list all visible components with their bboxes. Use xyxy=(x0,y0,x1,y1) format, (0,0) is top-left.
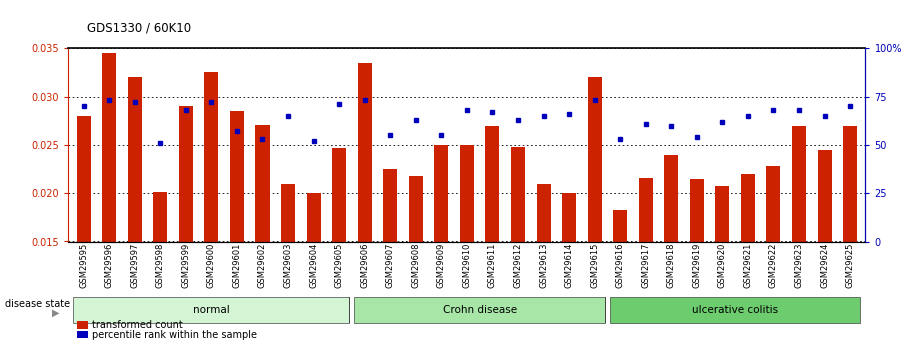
Text: transformed count: transformed count xyxy=(92,320,183,330)
Bar xyxy=(179,106,193,242)
Bar xyxy=(358,63,372,242)
Bar xyxy=(639,178,653,242)
Text: ulcerative colitis: ulcerative colitis xyxy=(692,305,778,315)
Bar xyxy=(333,148,346,242)
Bar xyxy=(102,53,117,241)
Bar xyxy=(664,155,679,242)
Bar xyxy=(562,193,576,242)
Bar xyxy=(153,192,168,242)
Bar xyxy=(74,297,349,323)
Bar xyxy=(613,210,627,241)
Text: normal: normal xyxy=(193,305,230,315)
Bar xyxy=(715,186,730,242)
Bar xyxy=(307,193,321,242)
Bar xyxy=(354,297,605,323)
Text: percentile rank within the sample: percentile rank within the sample xyxy=(92,330,257,339)
Bar xyxy=(766,166,781,242)
Text: Crohn disease: Crohn disease xyxy=(443,305,517,315)
Bar xyxy=(409,176,423,242)
Text: disease state: disease state xyxy=(5,299,69,309)
Text: GDS1330 / 60K10: GDS1330 / 60K10 xyxy=(87,21,190,34)
Bar xyxy=(741,174,755,242)
Bar xyxy=(486,126,499,242)
Bar xyxy=(255,125,270,242)
Bar xyxy=(128,77,142,242)
Bar xyxy=(817,150,832,241)
Bar xyxy=(460,145,474,242)
Bar xyxy=(690,179,704,242)
Bar xyxy=(384,169,397,241)
Bar xyxy=(77,116,91,242)
Bar xyxy=(281,184,295,242)
Bar xyxy=(230,111,244,241)
Bar xyxy=(610,297,860,323)
Bar xyxy=(511,147,525,242)
Bar xyxy=(435,145,448,242)
Bar xyxy=(537,184,550,242)
Bar xyxy=(843,126,857,242)
Bar xyxy=(204,72,219,242)
Bar xyxy=(792,126,806,242)
Text: ▶: ▶ xyxy=(52,308,59,318)
Bar xyxy=(588,77,601,242)
